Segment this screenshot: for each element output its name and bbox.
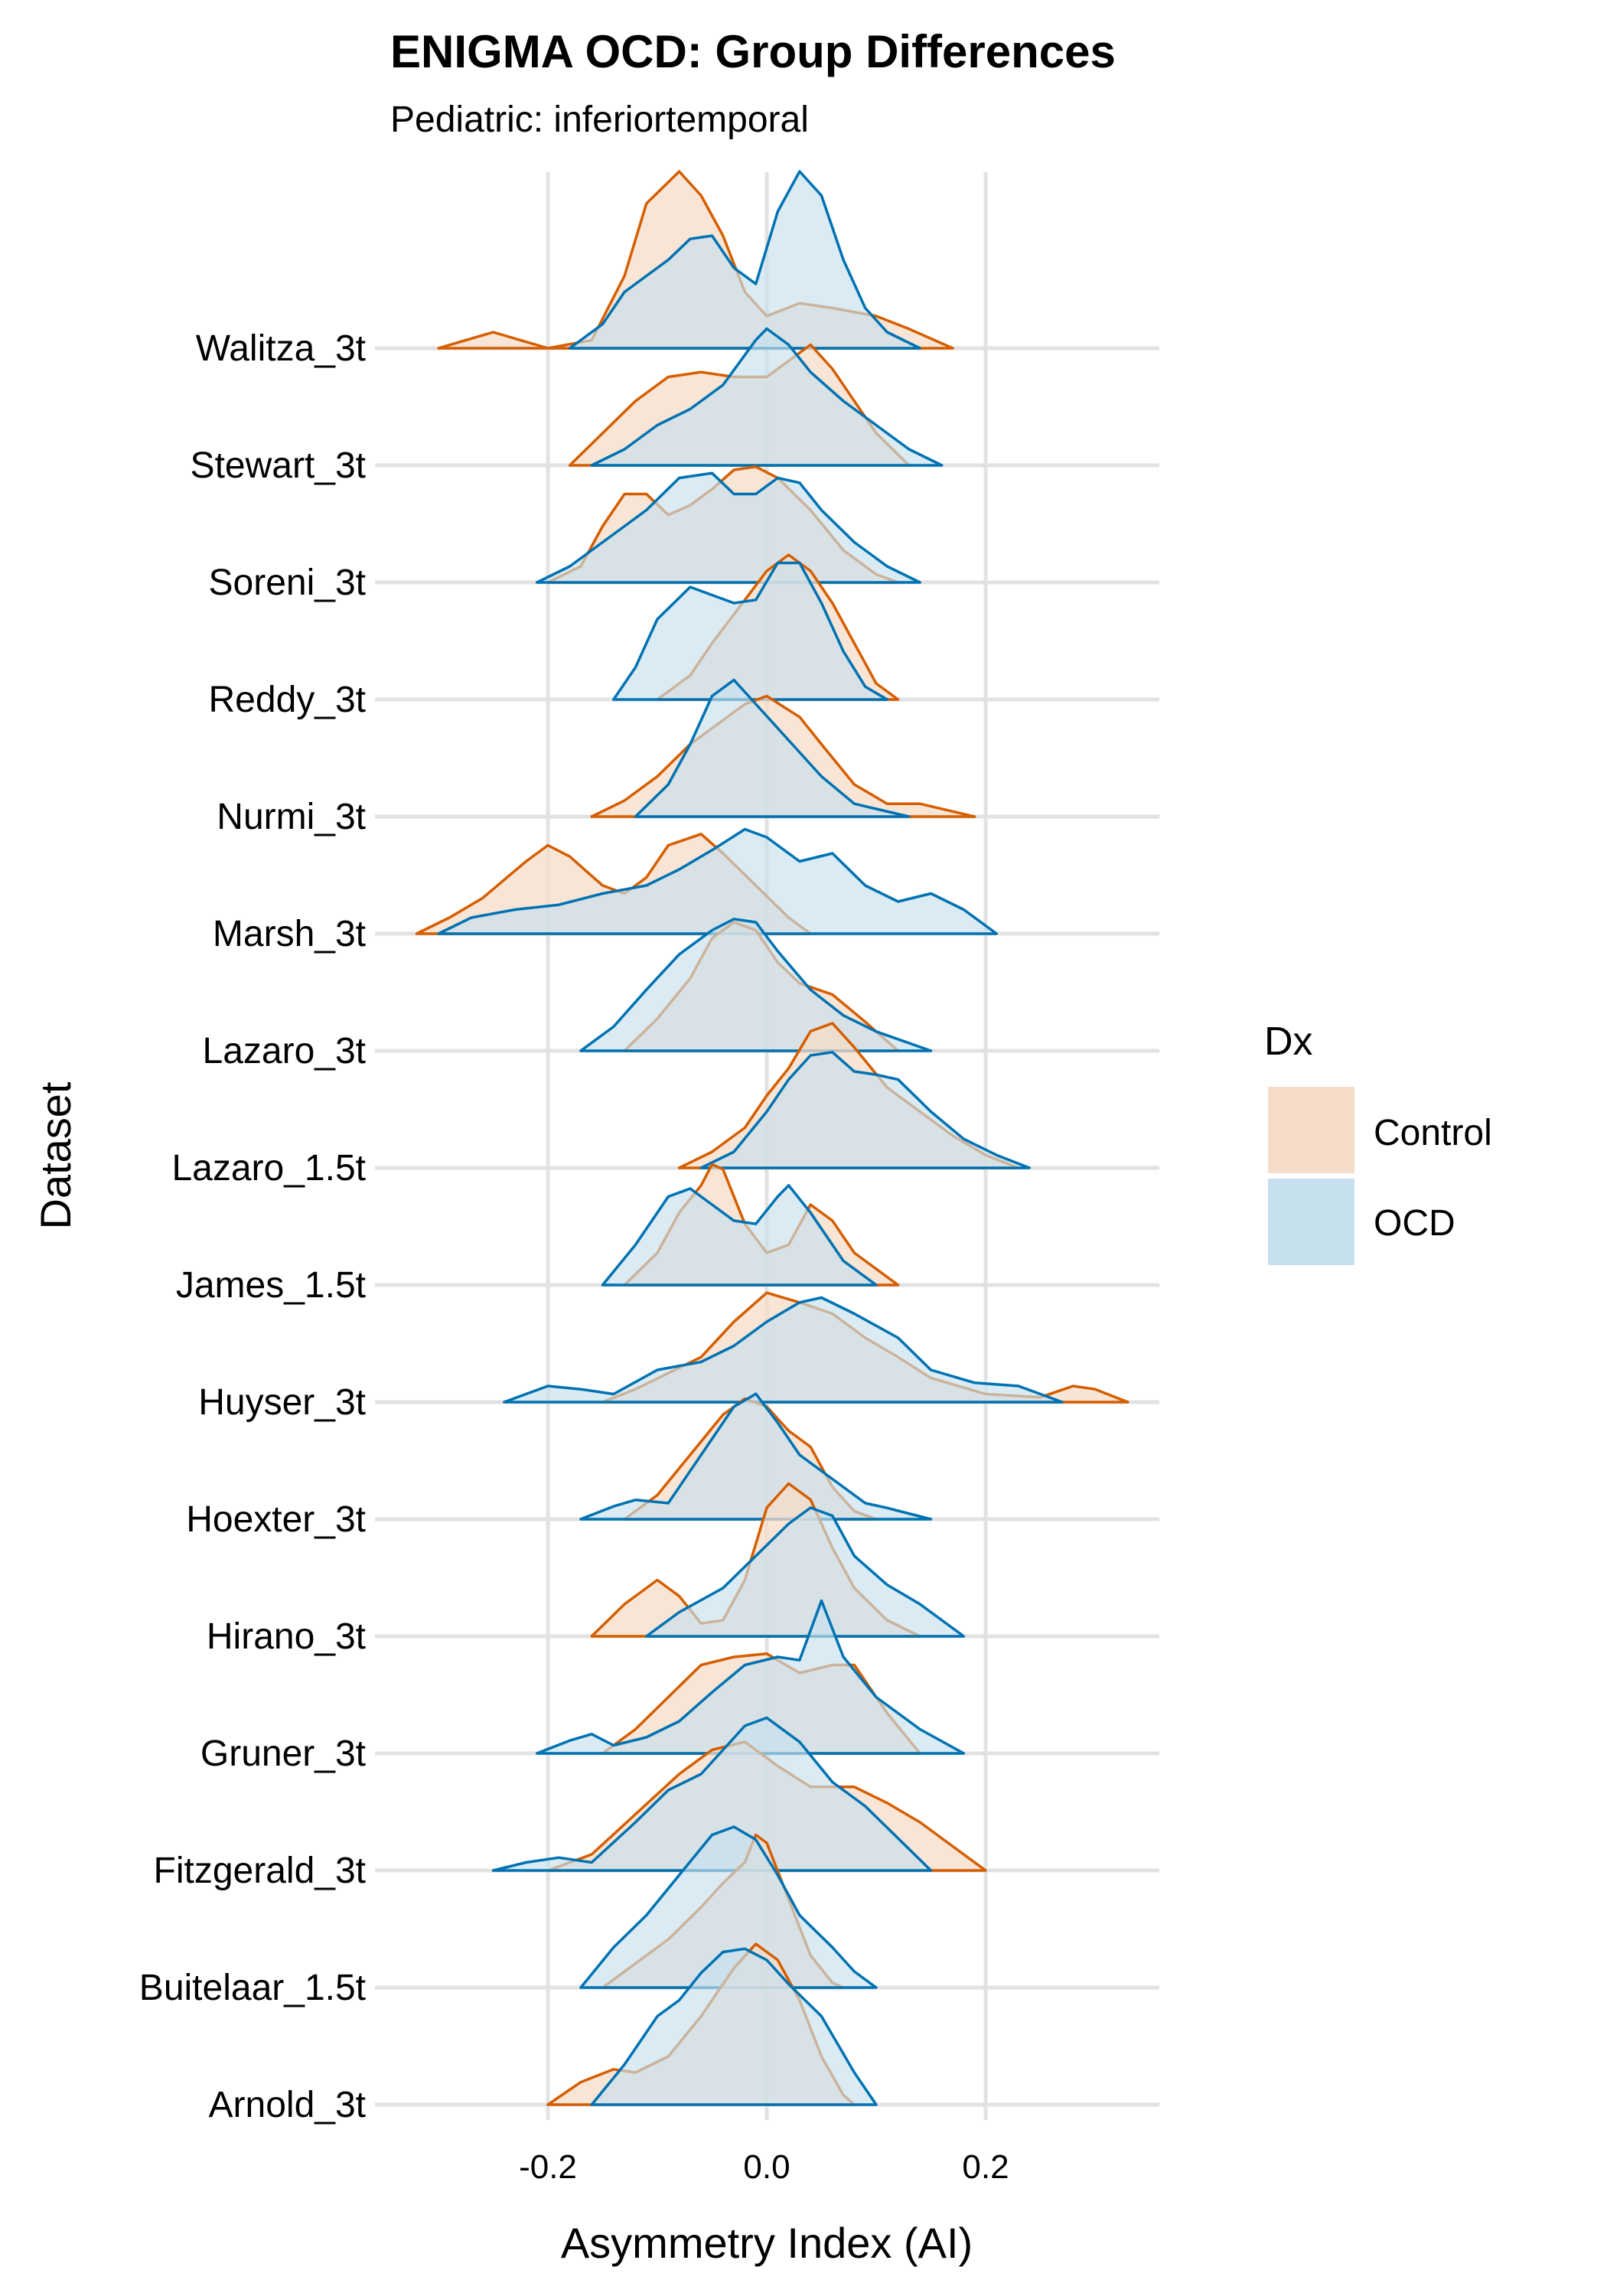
density-ocd — [579, 1825, 878, 1989]
y-tick-labels: Walitza_3t Stewart_3t Soreni_3t Reddy_3t Nur… — [139, 328, 366, 2125]
ridge-Hirano_3t — [590, 1482, 966, 1638]
chart-subtitle: Pediatric: inferiortemporal — [390, 99, 809, 140]
density-ocd — [503, 1296, 1064, 1404]
y-tick-label: Gruner_3t — [200, 1733, 366, 1774]
y-tick-label: Marsh_3t — [213, 914, 366, 954]
ridge-Nurmi_3t — [590, 678, 976, 818]
x-tick-label: 0.2 — [962, 2148, 1009, 2186]
ridge-Lazaro_1.5t — [677, 1022, 1031, 1169]
y-tick-label: Lazaro_1.5t — [171, 1148, 366, 1189]
x-axis-title: Asymmetry Index (AI) — [561, 2219, 973, 2267]
density-ocd — [579, 1392, 933, 1521]
ridge-Reddy_3t — [612, 553, 900, 701]
ridge-Stewart_3t — [568, 327, 944, 467]
density-ocd — [437, 827, 999, 935]
y-tick-label: Arnold_3t — [209, 2085, 366, 2125]
ridge-Hoexter_3t — [579, 1392, 933, 1521]
y-tick-label: Walitza_3t — [196, 328, 366, 369]
legend-label-ocd: OCD — [1374, 1203, 1455, 1244]
density-ocd — [568, 170, 921, 350]
y-tick-label: Stewart_3t — [191, 445, 366, 486]
density-ocd — [601, 1184, 878, 1287]
ridge-Arnold_3t — [546, 1942, 878, 2106]
y-tick-label: Lazaro_3t — [203, 1031, 367, 1071]
density-ocd — [634, 678, 911, 818]
density-ocd — [535, 471, 921, 584]
legend-title: Dx — [1264, 1019, 1313, 1064]
density-ocd — [535, 1599, 966, 1755]
ridge-James_1.5t — [601, 1163, 900, 1287]
ridge-Lazaro_3t — [579, 918, 933, 1052]
y-tick-label: Reddy_3t — [209, 680, 366, 720]
x-tick-label: -0.2 — [519, 2148, 577, 2186]
y-tick-label: Soreni_3t — [209, 563, 366, 603]
legend-label-control: Control — [1374, 1113, 1492, 1153]
x-tick-labels: -0.2 0.0 0.2 — [519, 2148, 1009, 2186]
ridge-Gruner_3t — [535, 1599, 966, 1755]
legend-key-control — [1268, 1087, 1354, 1173]
legend-key-ocd — [1268, 1179, 1354, 1265]
density-ocd — [699, 1051, 1031, 1169]
y-tick-label: Hoexter_3t — [186, 1499, 366, 1540]
chart-title: ENIGMA OCD: Group Differences — [390, 26, 1116, 77]
ridge-Soreni_3t — [535, 465, 921, 584]
ridge-Huyser_3t — [503, 1291, 1129, 1404]
density-ocd — [612, 561, 889, 701]
ridge-Fitzgerald_3t — [491, 1716, 987, 1872]
density-ocd — [590, 327, 944, 467]
y-tick-label: Hirano_3t — [207, 1616, 366, 1657]
y-tick-label: Fitzgerald_3t — [154, 1851, 366, 1891]
y-tick-label: Nurmi_3t — [217, 797, 366, 837]
y-tick-label: James_1.5t — [176, 1265, 366, 1306]
ridge-Walitza_3t — [437, 170, 954, 350]
y-tick-label: Buitelaar_1.5t — [139, 1968, 366, 2008]
density-ocd — [644, 1506, 966, 1638]
y-axis-title: Dataset — [31, 1081, 80, 1229]
ridge-Marsh_3t — [415, 827, 999, 935]
density-ocd — [491, 1716, 933, 1872]
density-ocd — [579, 918, 933, 1052]
x-tick-label: 0.0 — [743, 2148, 790, 2186]
y-tick-label: Huyser_3t — [198, 1382, 366, 1423]
ridges — [415, 170, 1129, 2106]
legend: Dx Control OCD — [1264, 1019, 1492, 1265]
density-ocd — [590, 1947, 878, 2106]
ridge-Buitelaar_1.5t — [579, 1825, 878, 1989]
